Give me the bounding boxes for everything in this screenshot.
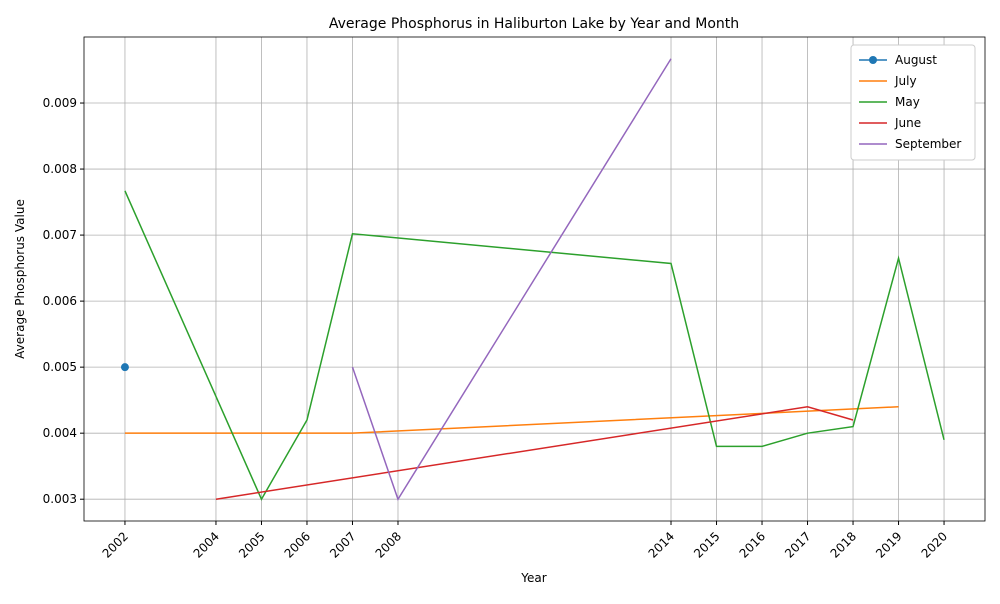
x-tick-label: 2016 bbox=[737, 529, 768, 560]
x-tick-label: 2015 bbox=[691, 529, 722, 560]
y-tick-label: 0.008 bbox=[43, 162, 77, 176]
x-axis-label: Year bbox=[520, 571, 546, 585]
legend-label: July bbox=[894, 74, 917, 88]
x-tick-label: 2007 bbox=[327, 529, 358, 560]
x-tick-label: 2020 bbox=[919, 529, 950, 560]
y-axis-label: Average Phosphorus Value bbox=[13, 199, 27, 359]
plot-frame bbox=[83, 36, 986, 522]
data-point bbox=[120, 363, 129, 372]
x-tick-label: 2008 bbox=[373, 529, 404, 560]
x-tick-label: 2004 bbox=[191, 529, 222, 560]
data-line bbox=[215, 406, 854, 500]
data-line bbox=[351, 58, 672, 501]
legend-label: May bbox=[895, 95, 920, 109]
x-tick-label: 2017 bbox=[782, 529, 813, 560]
x-tick-label: 2005 bbox=[236, 529, 267, 560]
x-tick-label: 2014 bbox=[646, 529, 677, 560]
y-tick-label: 0.006 bbox=[43, 294, 77, 308]
y-tick-label: 0.005 bbox=[43, 360, 77, 374]
chart-title: Average Phosphorus in Haliburton Lake by… bbox=[329, 16, 739, 32]
y-tick-label: 0.007 bbox=[43, 228, 77, 242]
x-tick-label: 2006 bbox=[282, 529, 313, 560]
x-tick-label: 2019 bbox=[873, 529, 904, 560]
legend-label: August bbox=[895, 53, 937, 67]
x-tick-label: 2018 bbox=[828, 529, 859, 560]
y-tick-label: 0.003 bbox=[43, 492, 77, 506]
x-tick-label: 2002 bbox=[100, 529, 131, 560]
legend-label: June bbox=[894, 116, 921, 130]
y-tick-label: 0.009 bbox=[43, 96, 77, 110]
data-line bbox=[124, 190, 945, 501]
y-tick-label: 0.004 bbox=[43, 426, 77, 440]
legend-box bbox=[850, 44, 976, 161]
legend-label: September bbox=[895, 137, 961, 151]
legend-marker bbox=[869, 56, 877, 64]
data-line bbox=[124, 406, 899, 434]
